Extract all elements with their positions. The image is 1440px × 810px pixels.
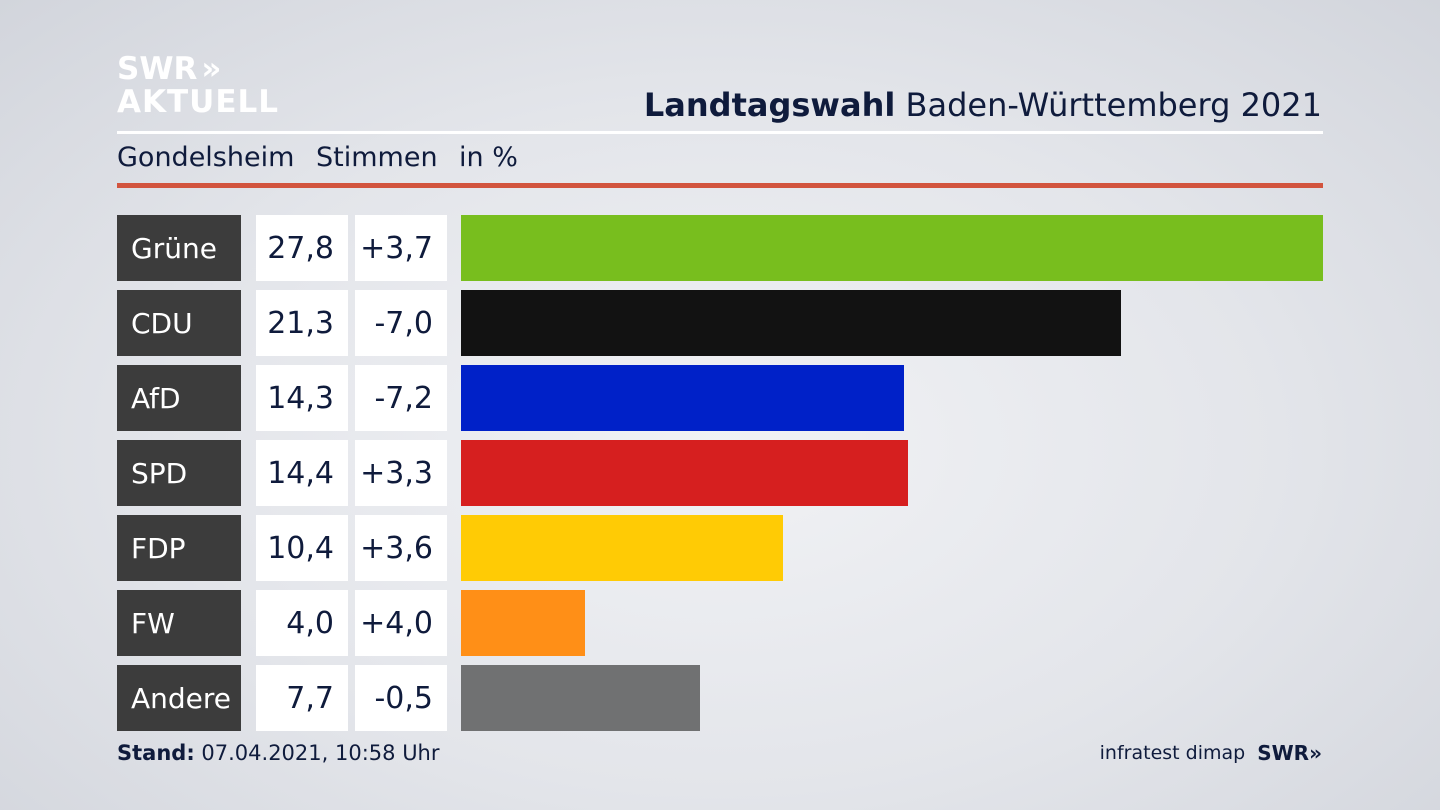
vote-bar (461, 365, 904, 431)
accent-divider (117, 183, 1323, 188)
metric-label: Stimmen (316, 142, 438, 173)
logo-arrows-icon: » (201, 50, 222, 87)
party-label: FW (117, 590, 241, 656)
vote-change-value: +3,3 (355, 440, 447, 506)
result-row: CDU 21,3 -7,0 (117, 290, 1323, 356)
result-row: FDP 10,4 +3,6 (117, 515, 1323, 581)
party-label: Grüne (117, 215, 241, 281)
party-label: AfD (117, 365, 241, 431)
vote-change-value: +3,6 (355, 515, 447, 581)
vote-bar (461, 440, 908, 506)
vote-bar (461, 665, 700, 731)
result-row: Grüne 27,8 +3,7 (117, 215, 1323, 281)
source-credit: infratest dimap SWR» (1100, 741, 1322, 765)
vote-bar (461, 215, 1323, 281)
vote-change-value: +3,7 (355, 215, 447, 281)
result-row: FW 4,0 +4,0 (117, 590, 1323, 656)
vote-share-value: 10,4 (256, 515, 348, 581)
vote-share-value: 7,7 (256, 665, 348, 731)
footer-swr-logo: SWR» (1257, 741, 1322, 765)
vote-bar (461, 515, 783, 581)
title-bold: Landtagswahl (643, 86, 896, 124)
footer-swr-text: SWR (1257, 741, 1310, 765)
swr-aktuell-logo: SWR » AKTUELL (117, 52, 279, 121)
logo-aktuell-text: AKTUELL (117, 84, 280, 120)
result-row: Andere 7,7 -0,5 (117, 665, 1323, 731)
vote-share-value: 21,3 (256, 290, 348, 356)
result-row: SPD 14,4 +3,3 (117, 440, 1323, 506)
footer-arrows-icon: » (1309, 741, 1322, 765)
vote-bar (461, 590, 585, 656)
vote-change-value: +4,0 (355, 590, 447, 656)
source-text: infratest dimap (1099, 742, 1246, 764)
vote-change-value: -0,5 (355, 665, 447, 731)
stand-label: Stand: (117, 741, 195, 765)
party-label: SPD (117, 440, 241, 506)
vote-change-value: -7,0 (355, 290, 447, 356)
header-divider (117, 131, 1323, 134)
vote-share-value: 4,0 (256, 590, 348, 656)
vote-share-value: 27,8 (256, 215, 348, 281)
party-label: FDP (117, 515, 241, 581)
logo-swr-text: SWR (117, 50, 198, 87)
vote-change-value: -7,2 (355, 365, 447, 431)
vote-share-value: 14,3 (256, 365, 348, 431)
title-regular: Baden-Württemberg 2021 (905, 86, 1323, 124)
party-label: CDU (117, 290, 241, 356)
page-title: Landtagswahl Baden-Württemberg 2021 (644, 86, 1322, 124)
vote-share-value: 14,4 (256, 440, 348, 506)
result-row: AfD 14,3 -7,2 (117, 365, 1323, 431)
vote-bar (461, 290, 1121, 356)
stand-value: 07.04.2021, 10:58 Uhr (201, 741, 440, 765)
unit-label: in % (459, 142, 518, 173)
party-label: Andere (117, 665, 241, 731)
location-label: Gondelsheim (117, 142, 295, 173)
timestamp: Stand: 07.04.2021, 10:58 Uhr (117, 741, 440, 765)
